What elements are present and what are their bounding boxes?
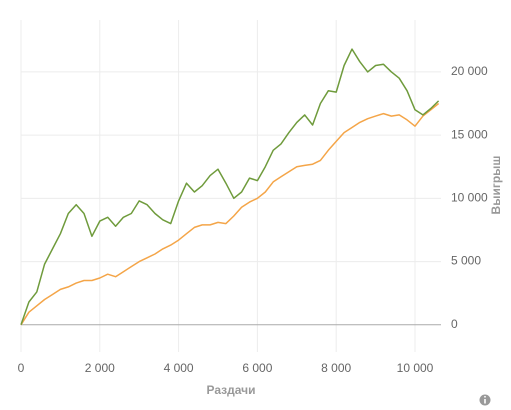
y-axis-title: Выигрыш [489,156,503,215]
x-tick-label: 10 000 [397,361,434,375]
x-tick-label: 8 000 [321,361,351,375]
info-icon[interactable] [479,394,491,406]
y-tick-label: 10 000 [451,191,488,205]
y-tick-label: 5 000 [451,254,481,268]
line-series [20,102,440,326]
y-tick-label: 0 [451,317,458,331]
y-tick-label: 15 000 [451,127,488,141]
x-tick-label: 2 000 [85,361,115,375]
x-tick-label: 6 000 [242,361,272,375]
x-tick-label: 4 000 [164,361,194,375]
y-tick-label: 20 000 [451,64,488,78]
line-series [20,48,440,326]
x-tick-label: 0 [18,361,25,375]
x-axis-title: Раздачи [207,383,256,397]
